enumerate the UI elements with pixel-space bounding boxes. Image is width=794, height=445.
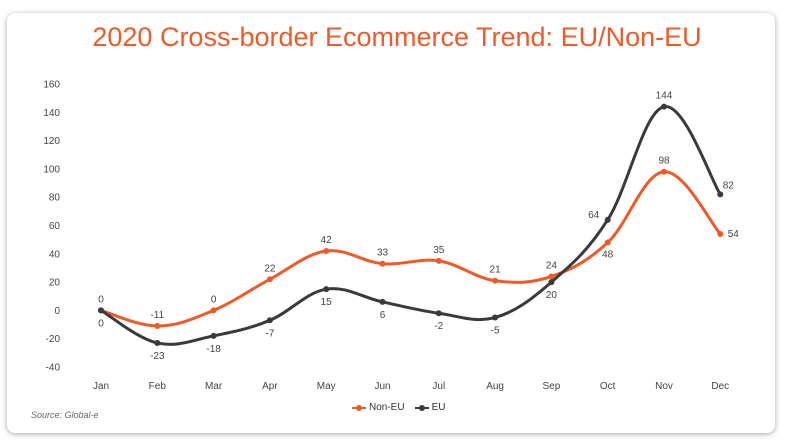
data-point-non-eu bbox=[435, 257, 442, 264]
data-point-eu bbox=[154, 339, 161, 346]
data-point-eu bbox=[379, 298, 386, 305]
data-label-eu: -5 bbox=[491, 325, 500, 336]
x-tick-label: May bbox=[317, 381, 336, 392]
chart-title: 2020 Cross-border Ecommerce Trend: EU/No… bbox=[92, 22, 702, 52]
source-note: Source: Global-e bbox=[31, 410, 99, 420]
data-point-non-eu bbox=[266, 276, 273, 283]
series-line-eu bbox=[99, 105, 722, 346]
x-tick-label: Jan bbox=[93, 381, 109, 392]
data-point-eu bbox=[492, 314, 499, 321]
data-point-non-eu bbox=[323, 247, 330, 254]
y-tick-label: 100 bbox=[43, 164, 60, 175]
data-point-non-eu bbox=[379, 260, 386, 267]
chart-card bbox=[7, 13, 775, 433]
x-tick-label: Dec bbox=[711, 381, 729, 392]
data-point-non-eu bbox=[548, 273, 555, 280]
y-tick-label: 160 bbox=[43, 80, 60, 91]
legend-label-non-eu: Non-EU bbox=[369, 402, 405, 413]
data-label-eu: 20 bbox=[546, 290, 558, 301]
legend: Non-EU EU bbox=[352, 402, 445, 413]
legend-item-non-eu: Non-EU bbox=[352, 402, 405, 413]
data-point-eu bbox=[661, 103, 667, 110]
x-tick-label: Feb bbox=[149, 381, 167, 392]
y-tick-label: 0 bbox=[54, 306, 60, 317]
data-label-eu: -2 bbox=[434, 321, 443, 332]
data-label-non-eu: 22 bbox=[264, 263, 276, 274]
x-tick-label: Sep bbox=[543, 381, 561, 392]
y-tick-label: 60 bbox=[49, 221, 61, 232]
data-point-non-eu bbox=[661, 168, 667, 175]
data-label-eu: -18 bbox=[206, 344, 221, 355]
y-tick-label: 80 bbox=[49, 193, 61, 204]
data-point-eu bbox=[604, 216, 611, 223]
data-label-non-eu: 33 bbox=[377, 248, 389, 259]
data-label-eu: 0 bbox=[98, 318, 104, 329]
data-point-eu bbox=[98, 307, 104, 314]
data-label-non-eu: -11 bbox=[150, 310, 164, 321]
y-tick-label: 20 bbox=[49, 278, 61, 289]
data-label-eu: -7 bbox=[265, 328, 274, 339]
x-tick-label: Aug bbox=[486, 381, 504, 392]
data-point-non-eu bbox=[154, 322, 161, 329]
y-tick-label: 120 bbox=[43, 136, 60, 147]
y-tick-label: 40 bbox=[49, 249, 61, 260]
data-label-eu: -23 bbox=[150, 351, 165, 362]
legend-label-eu: EU bbox=[431, 402, 446, 413]
data-point-non-eu bbox=[717, 230, 724, 237]
data-label-eu: 15 bbox=[321, 297, 333, 308]
data-label-non-eu: 48 bbox=[602, 249, 614, 260]
data-label-eu: 6 bbox=[380, 310, 386, 321]
data-point-eu bbox=[548, 279, 555, 286]
x-tick-label: Jul bbox=[432, 381, 445, 392]
data-label-non-eu: 42 bbox=[321, 235, 333, 246]
data-label-eu: 64 bbox=[588, 210, 600, 221]
data-point-non-eu bbox=[492, 277, 499, 284]
y-tick-label: -20 bbox=[46, 334, 61, 345]
x-tick-label: Jun bbox=[374, 381, 390, 392]
x-tick-label: Mar bbox=[205, 381, 223, 392]
data-label-non-eu: 21 bbox=[490, 265, 502, 276]
data-point-eu bbox=[435, 310, 442, 317]
x-tick-label: Apr bbox=[262, 381, 278, 392]
data-point-eu bbox=[266, 317, 273, 324]
data-point-eu bbox=[210, 332, 217, 339]
data-label-non-eu: 0 bbox=[98, 294, 104, 305]
data-label-non-eu: 0 bbox=[211, 294, 217, 305]
data-label-eu: 144 bbox=[656, 91, 673, 102]
data-label-non-eu: 98 bbox=[658, 156, 670, 167]
legend-swatch-eu bbox=[414, 404, 429, 411]
legend-item-eu: EU bbox=[414, 402, 446, 413]
data-point-non-eu bbox=[604, 239, 611, 246]
y-tick-label: -40 bbox=[46, 363, 61, 374]
x-tick-label: Nov bbox=[655, 381, 673, 392]
data-label-non-eu: 24 bbox=[546, 260, 558, 271]
series-line-non-eu bbox=[99, 170, 722, 328]
data-label-eu: 82 bbox=[723, 180, 735, 191]
legend-swatch-non-eu bbox=[352, 404, 366, 411]
data-label-non-eu: 35 bbox=[433, 245, 445, 256]
data-point-eu bbox=[717, 191, 724, 198]
x-tick-label: Oct bbox=[600, 381, 616, 392]
data-label-non-eu: 54 bbox=[728, 229, 740, 240]
y-tick-label: 140 bbox=[43, 108, 60, 119]
data-point-non-eu bbox=[210, 307, 217, 314]
data-point-eu bbox=[323, 286, 330, 293]
